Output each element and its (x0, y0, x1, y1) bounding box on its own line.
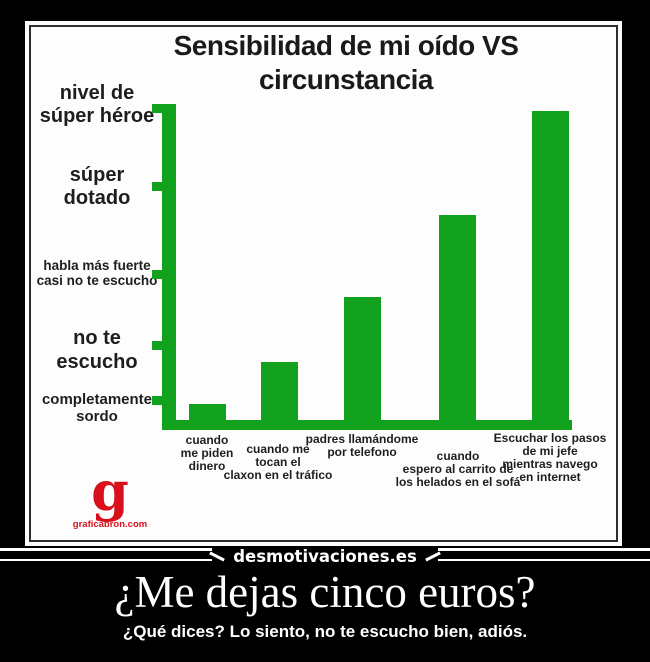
caption-title: ¿Me dejas cinco euros? (114, 567, 536, 617)
y-axis-tick (152, 396, 176, 405)
bar (261, 362, 298, 430)
watermark-ribbon: desmotivaciones.es (0, 546, 650, 568)
watermark-text: desmotivaciones.es (233, 547, 417, 566)
watermark-line-left (0, 548, 213, 561)
bar (532, 111, 569, 430)
chart-title: Sensibilidad de mi oído VS circunstancia (173, 30, 519, 95)
watermark-line-right (437, 548, 650, 561)
caption-subtitle: ¿Qué dices? Lo siento, no te escucho bie… (122, 622, 528, 641)
y-axis-label-habla-mas-fuerte: habla más fuerte casi no te escucho (36, 258, 158, 288)
y-axis-tick (152, 104, 176, 113)
graficabron-site-text: graficabron.com (72, 519, 148, 530)
x-axis-label-claxon-trafico: cuando me tocan el claxon en el tráfico (223, 442, 333, 482)
bar (439, 215, 476, 430)
x-axis-label-piden-dinero: cuando me piden dinero (180, 433, 234, 473)
graficabron-logo: g graficabron.com (55, 459, 165, 530)
y-axis-label-completamente-sordo: completamente sordo (41, 391, 153, 425)
x-axis-label-carrito-helados: cuando espero al carrito de los helados … (395, 449, 521, 489)
x-axis-label-pasos-jefe: Escuchar los pasos de mi jefe mientras n… (493, 431, 607, 484)
y-axis-tick (152, 182, 176, 191)
y-axis-label-no-te-escucho: no te escucho (56, 327, 138, 373)
graficabron-g-icon: g (91, 459, 129, 523)
x-axis-label-padres-telefono: padres llamándome por telefono (305, 432, 419, 459)
y-axis-tick (152, 341, 176, 350)
chart-image: Sensibilidad de mi oído VS circunstancia… (29, 25, 618, 542)
bar (344, 297, 381, 430)
bar (189, 404, 226, 430)
y-axis-label-super-dotado: súper dotado (63, 164, 131, 209)
framed-image: Sensibilidad de mi oído VS circunstancia… (25, 21, 622, 546)
y-axis-line (162, 105, 176, 430)
y-axis-label-nivel-super-heroe: nivel de súper héroe (39, 82, 155, 127)
y-axis-tick (152, 270, 176, 279)
